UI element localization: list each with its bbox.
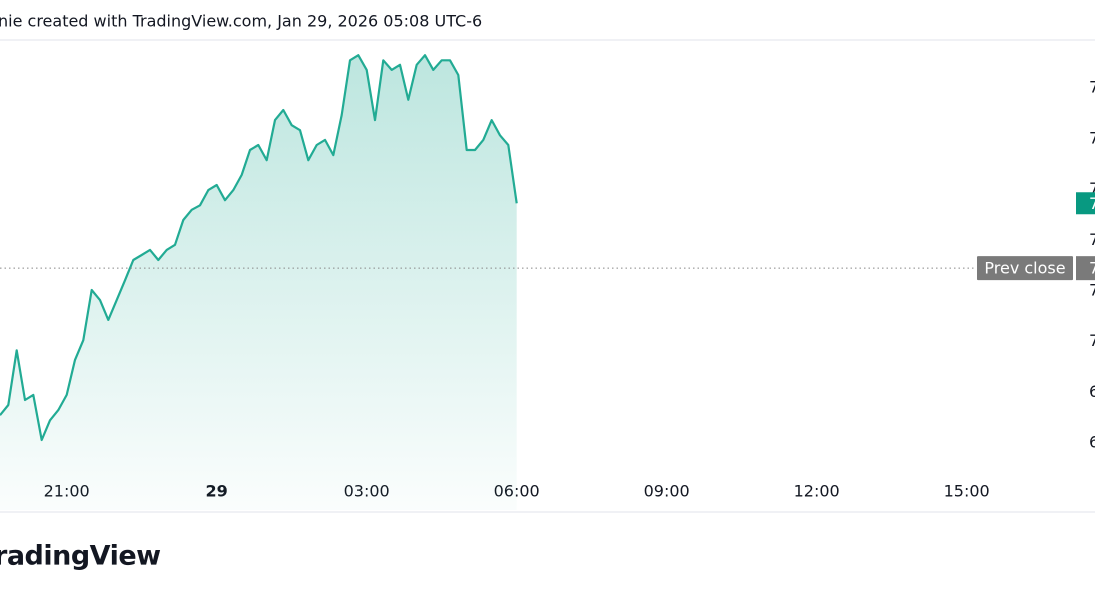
header: nie created with TradingView.com, Jan 29… [0, 12, 482, 31]
x-tick-label: 09:00 [644, 482, 690, 501]
y-tick-label: 7 [1089, 128, 1095, 147]
last-price-badge [1076, 192, 1095, 215]
y-tick-label: 7 [1089, 280, 1095, 299]
area-fill [0, 55, 517, 510]
prev-close-value: 7 [1089, 259, 1095, 278]
logo: radingView [0, 541, 161, 572]
y-tick-label: 6 [1089, 433, 1095, 452]
y-tick-label: 6 [1089, 382, 1095, 401]
prev-close-badge [977, 256, 1073, 281]
x-tick-label: 15:00 [944, 482, 990, 501]
price-line [0, 54, 518, 442]
x-tick-label: 12:00 [794, 482, 840, 501]
y-tick-label: 7 [1089, 78, 1095, 97]
y-tick-label: 7 [1089, 331, 1095, 350]
y-tick-label: 7 [1089, 230, 1095, 249]
prev-close-name: Prev close [984, 259, 1065, 278]
prev-close-value-badge [1076, 256, 1095, 281]
last-price-label: 7 [1089, 194, 1095, 213]
y-tick-label: 7 [1089, 179, 1095, 198]
